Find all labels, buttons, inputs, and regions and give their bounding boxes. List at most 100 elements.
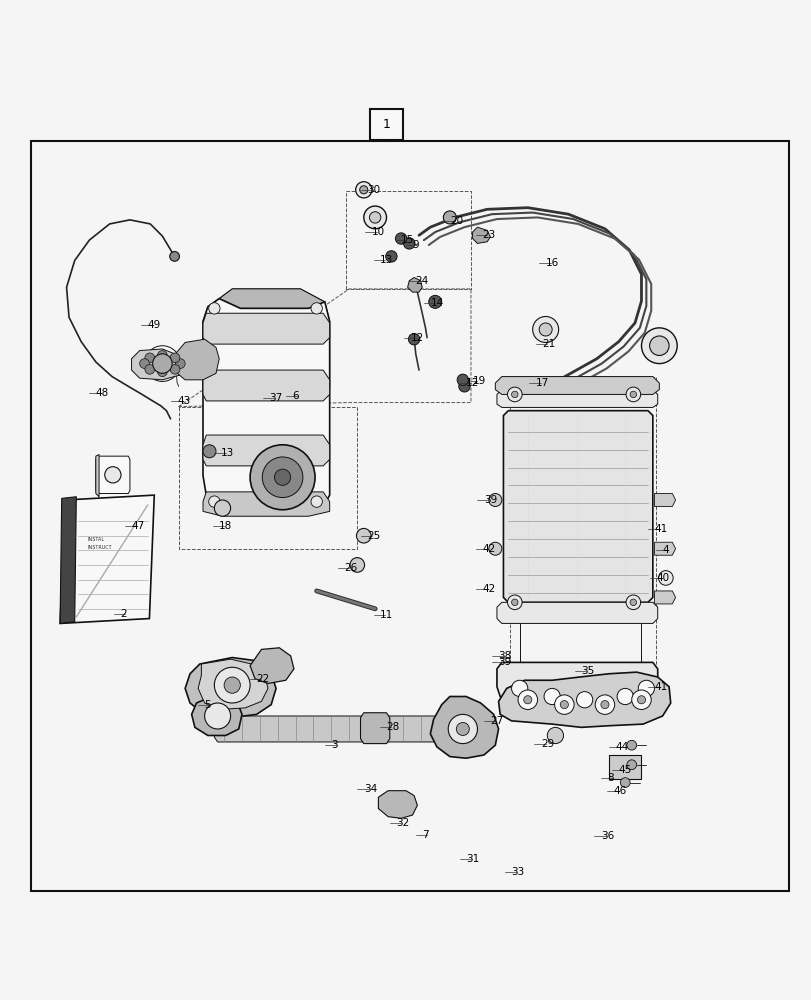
Circle shape — [144, 353, 154, 363]
Polygon shape — [131, 349, 185, 380]
Circle shape — [629, 599, 636, 606]
Polygon shape — [191, 695, 242, 735]
Text: 12: 12 — [410, 333, 423, 343]
Circle shape — [547, 727, 563, 744]
Polygon shape — [198, 659, 268, 709]
Text: 41: 41 — [654, 524, 667, 534]
Circle shape — [369, 212, 380, 223]
Polygon shape — [472, 227, 490, 243]
Polygon shape — [503, 411, 652, 602]
Circle shape — [208, 303, 220, 314]
Text: 48: 48 — [96, 388, 109, 398]
Polygon shape — [203, 289, 329, 412]
Circle shape — [523, 696, 531, 704]
Circle shape — [626, 740, 636, 750]
Circle shape — [625, 595, 640, 610]
Circle shape — [507, 387, 521, 402]
Circle shape — [311, 496, 322, 507]
Circle shape — [658, 571, 672, 585]
Circle shape — [641, 328, 676, 364]
Circle shape — [625, 387, 640, 402]
Polygon shape — [203, 299, 329, 515]
Text: 36: 36 — [600, 831, 613, 841]
Text: 5: 5 — [204, 700, 211, 710]
Polygon shape — [203, 370, 329, 401]
Circle shape — [250, 445, 315, 510]
Circle shape — [144, 364, 154, 374]
Text: 9: 9 — [412, 240, 418, 250]
Polygon shape — [175, 339, 219, 380]
Text: 12: 12 — [466, 378, 478, 388]
Polygon shape — [60, 495, 154, 623]
Circle shape — [511, 599, 517, 606]
Text: 2: 2 — [120, 609, 127, 619]
Circle shape — [204, 703, 230, 729]
Polygon shape — [203, 435, 329, 466]
Circle shape — [170, 353, 180, 363]
Polygon shape — [185, 658, 276, 718]
Text: 18: 18 — [219, 521, 232, 531]
Polygon shape — [96, 455, 99, 497]
Polygon shape — [407, 278, 422, 292]
Circle shape — [448, 714, 477, 744]
Text: 6: 6 — [292, 391, 298, 401]
Circle shape — [616, 688, 633, 705]
Text: 14: 14 — [430, 298, 443, 308]
Text: 20: 20 — [449, 216, 462, 226]
Text: 42: 42 — [482, 584, 495, 594]
Circle shape — [428, 295, 441, 308]
Circle shape — [311, 303, 322, 314]
Circle shape — [539, 323, 551, 336]
Text: 28: 28 — [386, 722, 399, 732]
Polygon shape — [496, 662, 657, 719]
Polygon shape — [496, 390, 657, 407]
Polygon shape — [654, 494, 675, 506]
Polygon shape — [214, 716, 457, 742]
Circle shape — [576, 692, 592, 708]
Polygon shape — [654, 591, 675, 604]
Circle shape — [511, 391, 517, 398]
Circle shape — [637, 696, 645, 704]
Polygon shape — [654, 542, 675, 555]
Text: 27: 27 — [490, 716, 503, 726]
Circle shape — [560, 701, 568, 709]
Circle shape — [532, 316, 558, 342]
Circle shape — [620, 778, 629, 787]
Text: 25: 25 — [367, 531, 380, 541]
Circle shape — [157, 367, 167, 377]
Circle shape — [631, 690, 650, 709]
Circle shape — [457, 374, 468, 386]
Text: 3: 3 — [331, 740, 337, 750]
Circle shape — [214, 500, 230, 516]
Circle shape — [262, 457, 303, 498]
Circle shape — [157, 351, 167, 360]
Circle shape — [214, 667, 250, 703]
Text: 32: 32 — [396, 818, 409, 828]
Circle shape — [274, 469, 290, 485]
Circle shape — [554, 695, 573, 714]
Text: 47: 47 — [131, 521, 144, 531]
Circle shape — [105, 467, 121, 483]
Text: 24: 24 — [415, 276, 428, 286]
Text: 22: 22 — [256, 674, 269, 684]
Text: 49: 49 — [148, 320, 161, 330]
Circle shape — [443, 211, 456, 224]
Text: 34: 34 — [363, 784, 376, 794]
Text: 41: 41 — [654, 682, 667, 692]
Circle shape — [395, 233, 406, 244]
Circle shape — [408, 334, 419, 345]
Text: 45: 45 — [618, 765, 631, 775]
Text: 17: 17 — [535, 378, 548, 388]
Text: 31: 31 — [466, 854, 478, 864]
Circle shape — [363, 206, 386, 229]
Circle shape — [224, 677, 240, 693]
Text: 35: 35 — [581, 666, 594, 676]
Circle shape — [355, 182, 371, 198]
Text: 10: 10 — [371, 227, 384, 237]
Circle shape — [488, 494, 501, 506]
Text: 42: 42 — [482, 544, 495, 554]
Text: 33: 33 — [511, 867, 524, 877]
Circle shape — [488, 542, 501, 555]
Polygon shape — [96, 456, 130, 494]
Text: 38: 38 — [498, 651, 511, 661]
